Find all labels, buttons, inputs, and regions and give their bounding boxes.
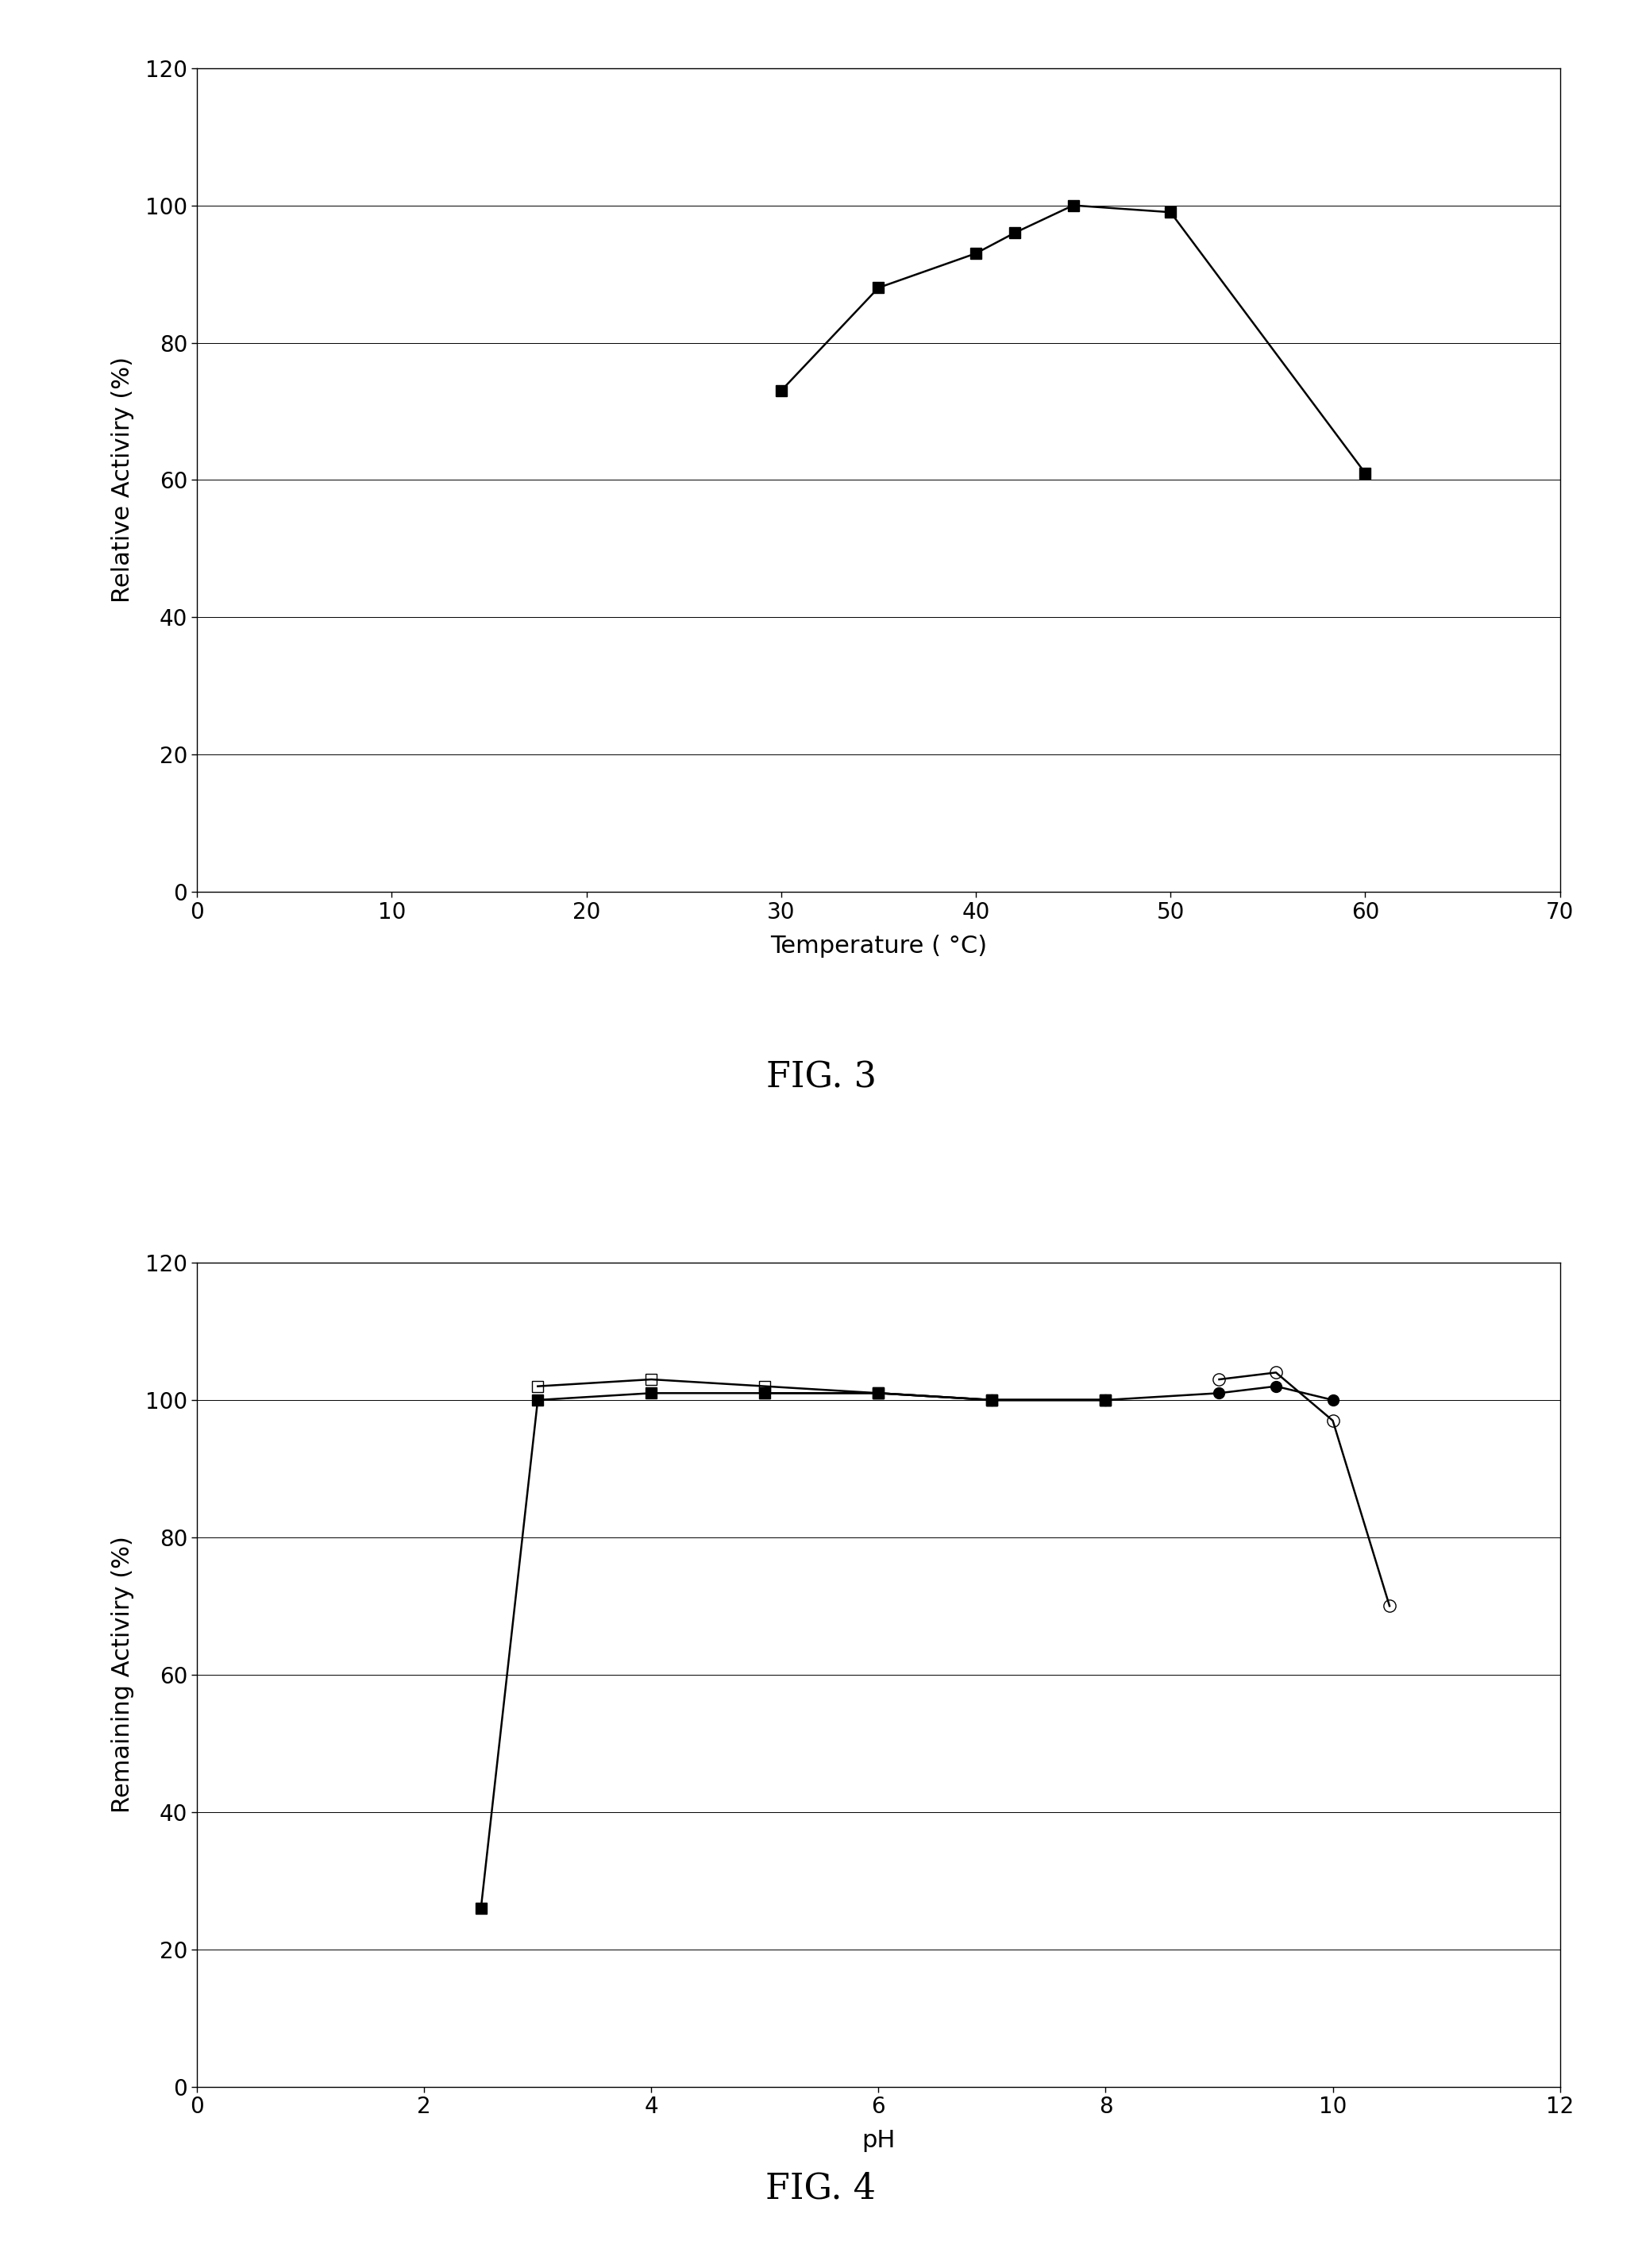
Y-axis label: Relative Activiry (%): Relative Activiry (%) (112, 356, 135, 603)
X-axis label: Temperature ( °C): Temperature ( °C) (770, 934, 987, 957)
Text: FIG. 4: FIG. 4 (765, 2170, 877, 2207)
Text: FIG. 3: FIG. 3 (765, 1059, 877, 1095)
Y-axis label: Remaining Activiry (%): Remaining Activiry (%) (112, 1535, 135, 1812)
X-axis label: pH: pH (862, 2130, 895, 2152)
